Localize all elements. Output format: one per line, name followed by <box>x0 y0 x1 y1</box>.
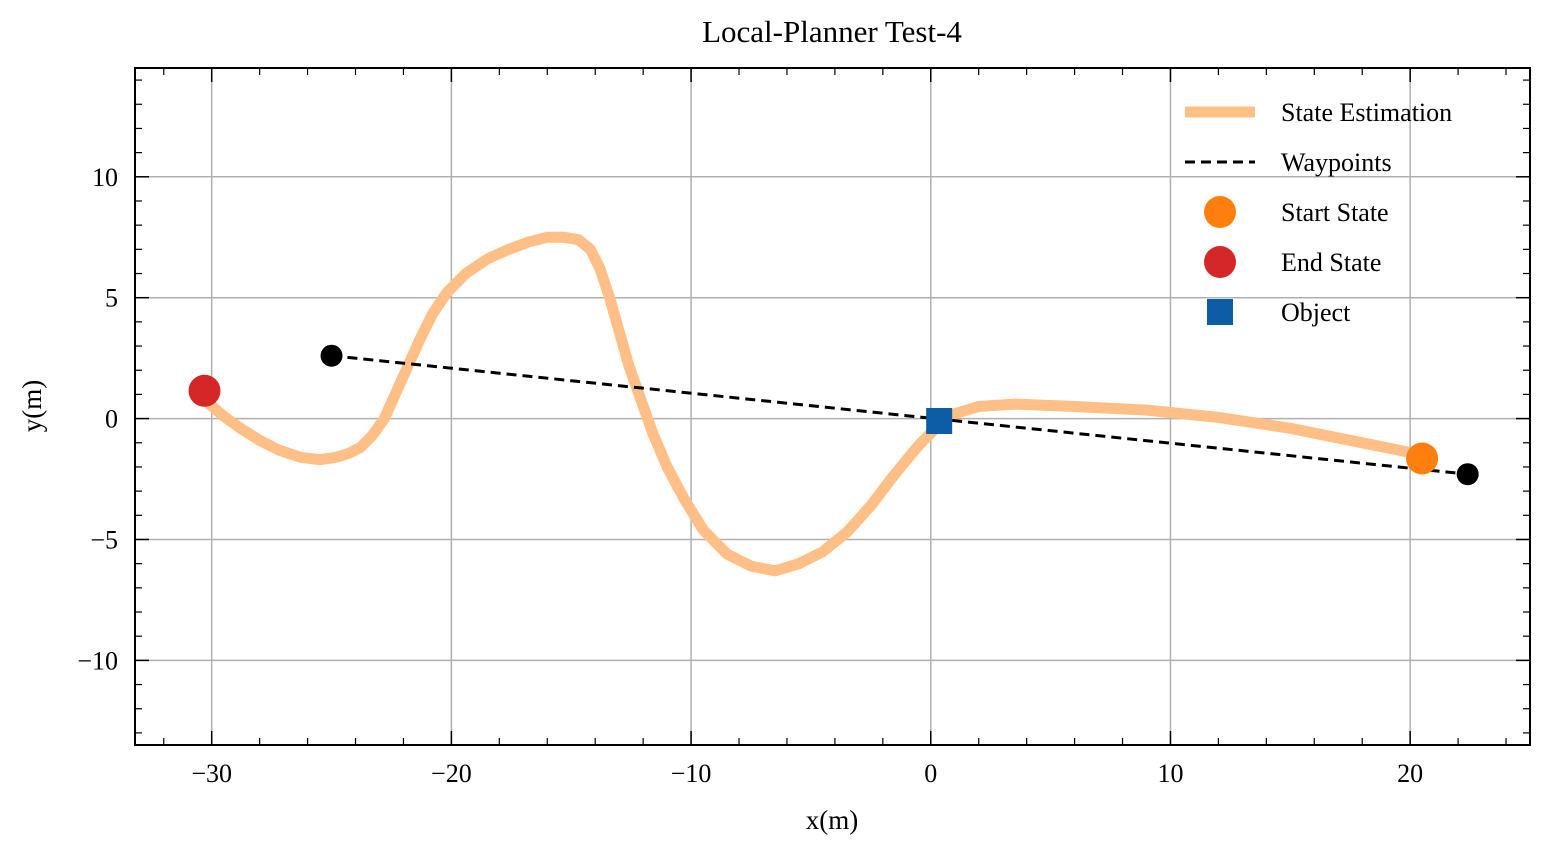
waypoint-marker <box>1456 463 1479 486</box>
waypoints-line <box>331 354 1468 476</box>
y-tick-label: 0 <box>105 405 118 434</box>
x-tick-label: −10 <box>671 759 712 788</box>
x-axis-label: x(m) <box>806 805 858 835</box>
start-state-marker <box>1406 442 1439 475</box>
x-tick-label: −20 <box>431 759 472 788</box>
grid-lines <box>135 68 1530 745</box>
legend-label: End State <box>1281 248 1381 277</box>
y-tick-label: −10 <box>77 646 118 675</box>
y-tick-label: 5 <box>105 284 118 313</box>
waypoint-marker <box>320 344 343 367</box>
legend-object-swatch <box>1207 299 1233 325</box>
object-marker <box>926 408 953 435</box>
legend: State Estimation Waypoints Start State End … <box>1185 98 1452 327</box>
legend-start-state-swatch <box>1204 196 1236 228</box>
axis-ticks <box>135 68 1530 745</box>
tick-labels: −30 −20 −10 0 10 20 −10 −5 0 5 10 <box>77 163 1423 788</box>
x-tick-label: −30 <box>191 759 232 788</box>
state-estimation-line <box>196 231 1428 577</box>
chart-title: Local-Planner Test-4 <box>702 14 962 49</box>
x-tick-label: 10 <box>1157 759 1183 788</box>
legend-label: State Estimation <box>1281 98 1452 127</box>
plot-area <box>188 231 1479 577</box>
x-tick-label: 20 <box>1397 759 1423 788</box>
legend-label: Waypoints <box>1281 148 1392 177</box>
legend-end-state-swatch <box>1204 246 1236 278</box>
x-tick-label: 0 <box>924 759 937 788</box>
y-tick-label: 10 <box>92 163 118 192</box>
y-axis-label: y(m) <box>17 380 47 432</box>
legend-label: Object <box>1281 298 1351 327</box>
end-state-marker <box>188 374 221 407</box>
plot-frame <box>134 67 1531 746</box>
legend-label: Start State <box>1281 198 1389 227</box>
y-tick-label: −5 <box>90 525 118 554</box>
